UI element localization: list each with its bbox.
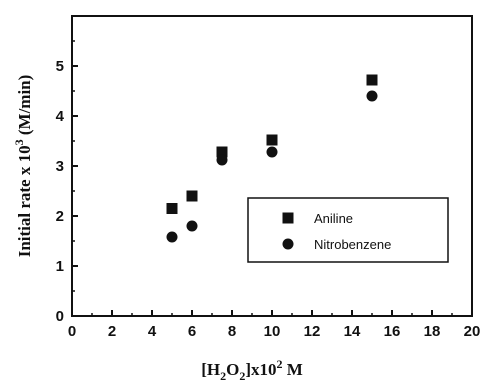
x-tick-label: 10 bbox=[264, 323, 281, 340]
plot-frame bbox=[71, 15, 473, 317]
x-title-close: ]x10 bbox=[245, 360, 276, 379]
x-title-sub2: 2 bbox=[239, 369, 245, 383]
y-axis: 0 1 2 3 4 5 bbox=[56, 40, 78, 325]
x-axis-title: [H2O2]x102 M bbox=[201, 357, 303, 383]
legend-marker-aniline bbox=[282, 212, 294, 224]
x-title-unit: M bbox=[283, 360, 303, 379]
nitrobenzene-point bbox=[266, 146, 278, 158]
legend-label: Nitrobenzene bbox=[314, 237, 391, 252]
x-tick-label: 16 bbox=[384, 323, 401, 340]
legend-marker-nitrobenzene bbox=[282, 238, 294, 250]
nitrobenzene-point bbox=[186, 220, 198, 232]
y-axis-title: Initial rate x 103 (M/min) bbox=[12, 75, 34, 258]
legend-box bbox=[247, 197, 449, 263]
y-tick-label: 1 bbox=[56, 258, 64, 275]
y-tick-label: 4 bbox=[56, 108, 65, 125]
x-tick-label: 0 bbox=[68, 323, 76, 340]
nitrobenzene-point bbox=[166, 231, 178, 243]
legend-label: Aniline bbox=[314, 211, 353, 226]
x-axis: 0 2 4 6 8 10 12 14 16 18 20 bbox=[68, 310, 481, 340]
y-title-main: Initial rate x 10 bbox=[15, 145, 34, 257]
y-tick-label: 3 bbox=[56, 158, 64, 175]
x-title-open: [H bbox=[201, 360, 220, 379]
legend: Aniline Nitrobenzene bbox=[247, 197, 449, 263]
series-layer bbox=[166, 74, 378, 243]
y-tick-label: 2 bbox=[56, 208, 64, 225]
y-tick-label: 0 bbox=[56, 308, 64, 325]
x-tick-label: 4 bbox=[148, 323, 157, 340]
x-tick-label: 8 bbox=[228, 323, 236, 340]
y-title-sup: 3 bbox=[12, 139, 26, 145]
x-tick-label: 14 bbox=[344, 323, 361, 340]
aniline-point bbox=[366, 74, 378, 86]
nitrobenzene-point bbox=[366, 90, 378, 102]
x-tick-label: 2 bbox=[108, 323, 116, 340]
plot-border bbox=[71, 15, 473, 317]
aniline-point bbox=[186, 190, 198, 202]
nitrobenzene-point bbox=[216, 154, 228, 166]
aniline-point bbox=[166, 203, 178, 214]
x-tick-label: 6 bbox=[188, 323, 196, 340]
aniline-point bbox=[216, 146, 228, 158]
y-tick-label: 5 bbox=[56, 58, 64, 75]
x-title-sup: 2 bbox=[277, 357, 283, 371]
x-title-sub1: 2 bbox=[220, 369, 226, 383]
y-title-unit: (M/min) bbox=[15, 75, 34, 140]
x-title-mid: O bbox=[226, 360, 239, 379]
aniline-point bbox=[266, 134, 278, 146]
x-tick-label: 20 bbox=[464, 323, 481, 340]
x-tick-label: 18 bbox=[424, 323, 441, 340]
x-tick-label: 12 bbox=[304, 323, 321, 340]
